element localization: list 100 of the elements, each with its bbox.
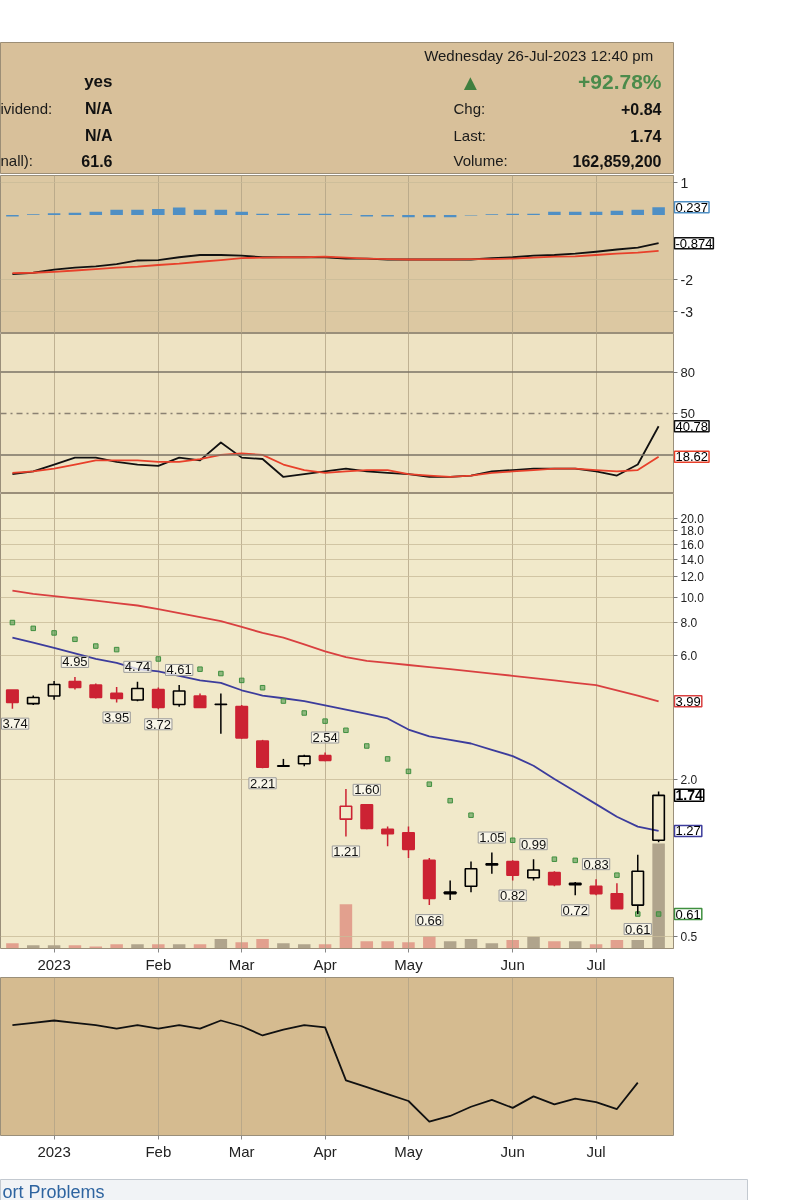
line-series [11, 589, 660, 703]
point [509, 837, 516, 844]
annotation: 0.237 [675, 199, 709, 215]
bar [68, 945, 82, 949]
point [384, 756, 391, 762]
text: N/A [84, 127, 113, 144]
bar [235, 211, 248, 215]
annotation: 3.74 [2, 716, 28, 732]
bar [652, 843, 665, 949]
text: +92.78% [578, 70, 662, 93]
candlestick [443, 879, 457, 901]
point [405, 768, 412, 775]
x-tick-label: Jun [500, 955, 525, 973]
annotation: 0.61 [625, 921, 651, 937]
candlestick [464, 860, 478, 893]
bar [443, 941, 457, 949]
point [280, 698, 287, 704]
text: ▲ [459, 70, 482, 95]
bar [485, 943, 499, 949]
point [322, 718, 328, 724]
annotation: 3.95 [103, 709, 130, 725]
point [218, 670, 224, 677]
point [655, 911, 662, 917]
bar [423, 935, 436, 949]
annotation: 3.72 [145, 716, 171, 732]
point [238, 677, 245, 684]
point [93, 643, 99, 649]
point [447, 797, 453, 804]
point [155, 656, 162, 662]
text: +0.84 [621, 100, 662, 118]
bar [652, 207, 665, 215]
bar [527, 936, 540, 949]
y-tick-label: 20.0 [680, 512, 705, 527]
candlestick [506, 859, 520, 882]
bar [131, 944, 144, 949]
text: nall): [0, 152, 34, 169]
y-tick-label: 16.0 [680, 537, 705, 552]
x-tick-label: Jul [586, 955, 606, 973]
y-tick-label: 10.0 [680, 590, 705, 605]
bar [339, 904, 353, 949]
bar [631, 940, 645, 949]
bar [152, 209, 165, 215]
bar [360, 941, 374, 949]
bar [193, 209, 207, 215]
annotation: 0.66 [416, 912, 442, 928]
y-tick-label: 6.0 [680, 648, 698, 663]
annotation: 0.82 [500, 888, 526, 904]
data-label: 3.99 [675, 693, 701, 709]
bar [423, 214, 436, 218]
x-tick-label: Apr [313, 1142, 337, 1160]
text: N/A [84, 100, 113, 117]
data-label: 18.62 [675, 449, 709, 465]
bar [152, 944, 165, 949]
candlestick [381, 825, 395, 847]
bar [402, 942, 415, 949]
x-tick-label: Mar [228, 1142, 255, 1160]
candlestick [568, 882, 582, 897]
text: Wednesday 26-Jul-2023 12:40 pm [424, 47, 654, 64]
text: 61.6 [81, 152, 113, 170]
point [426, 781, 433, 787]
bar [6, 943, 19, 949]
bar [631, 209, 645, 215]
candlestick [631, 853, 645, 915]
point [51, 630, 57, 636]
point [343, 727, 349, 734]
x-tick-label: Feb [145, 1142, 172, 1160]
point [30, 625, 37, 632]
annotation: 4.61 [166, 662, 192, 678]
data-label: 0.61 [675, 906, 701, 922]
bar [297, 944, 311, 949]
y-tick-label: 14.0 [680, 552, 705, 567]
y-tick-label: 80 [680, 364, 695, 380]
candlestick [151, 686, 165, 711]
bar [193, 944, 207, 949]
bar [568, 941, 582, 949]
bar [610, 940, 624, 949]
y-tick-label: 12.0 [680, 570, 705, 585]
bar [131, 209, 144, 215]
y-tick-label: -3 [680, 303, 694, 320]
bar [256, 939, 269, 949]
candlestick [485, 851, 499, 875]
text: ividend: [0, 100, 53, 117]
y-tick-label: 1 [680, 174, 689, 191]
bar [548, 211, 561, 215]
line-series [11, 249, 660, 274]
x-tick-label: Mar [228, 955, 255, 973]
x-tick-label: Apr [313, 955, 337, 973]
bar [402, 214, 415, 218]
y-tick-label: 2.0 [680, 773, 698, 788]
candlestick [214, 692, 228, 735]
point [72, 636, 78, 643]
y-tick-label: 18.0 [680, 524, 705, 539]
bar [172, 207, 186, 215]
data-label: 1.27 [675, 823, 701, 839]
line-series [11, 452, 660, 478]
point [572, 857, 578, 864]
y-tick-label: 50 [680, 406, 695, 421]
bar [568, 211, 582, 215]
y-tick-label: 0.5 [680, 930, 698, 945]
annotation: 2.21 [249, 775, 276, 791]
